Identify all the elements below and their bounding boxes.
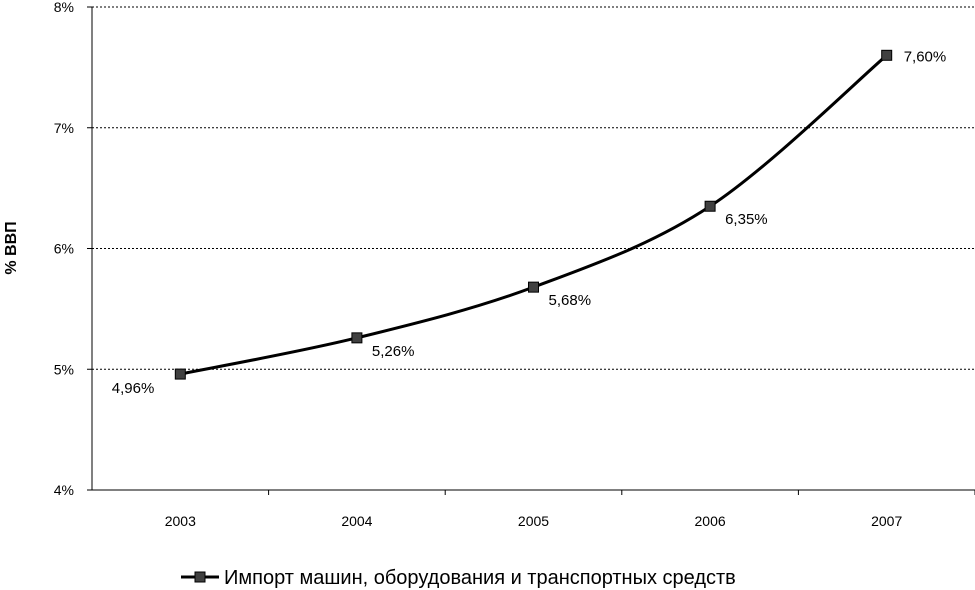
y-axis-title: % ВВП	[3, 221, 20, 274]
legend-marker-swatch	[194, 571, 206, 583]
data-labels: 4,96% 5,26% 5,68% 6,35% 7,60%	[112, 48, 946, 397]
data-point-marker	[174, 368, 186, 380]
x-tick-label: 2003	[165, 513, 196, 529]
data-label: 5,68%	[549, 292, 592, 309]
data-label: 4,96%	[112, 380, 155, 397]
series	[174, 49, 893, 380]
x-tick-labels: 2003 2004 2005 2006 2007	[165, 513, 903, 529]
legend: Импорт машин, оборудования и транспортны…	[181, 567, 736, 589]
x-tick-label: 2007	[871, 513, 902, 529]
gridlines	[92, 6, 975, 370]
legend-label: Импорт машин, оборудования и транспортны…	[224, 567, 736, 589]
y-tick-label: 6%	[54, 241, 74, 257]
y-tick-label: 7%	[54, 120, 74, 136]
data-point-marker	[881, 49, 893, 61]
y-tick-label: 5%	[54, 361, 74, 377]
axes	[87, 6, 975, 495]
series-line	[179, 54, 888, 376]
y-tick-label: 4%	[54, 482, 74, 498]
data-point-marker	[351, 332, 363, 344]
data-label: 5,26%	[372, 343, 415, 360]
x-tick-label: 2005	[518, 513, 549, 529]
y-tick-labels: 4% 5% 6% 7% 8%	[54, 0, 74, 498]
data-label: 6,35%	[725, 211, 768, 228]
data-label: 7,60%	[904, 48, 947, 65]
data-point-marker	[704, 200, 716, 212]
data-point-marker	[528, 281, 539, 293]
y-tick-label: 8%	[54, 0, 74, 15]
x-tick-label: 2006	[695, 513, 726, 529]
x-tick-label: 2004	[341, 513, 372, 529]
